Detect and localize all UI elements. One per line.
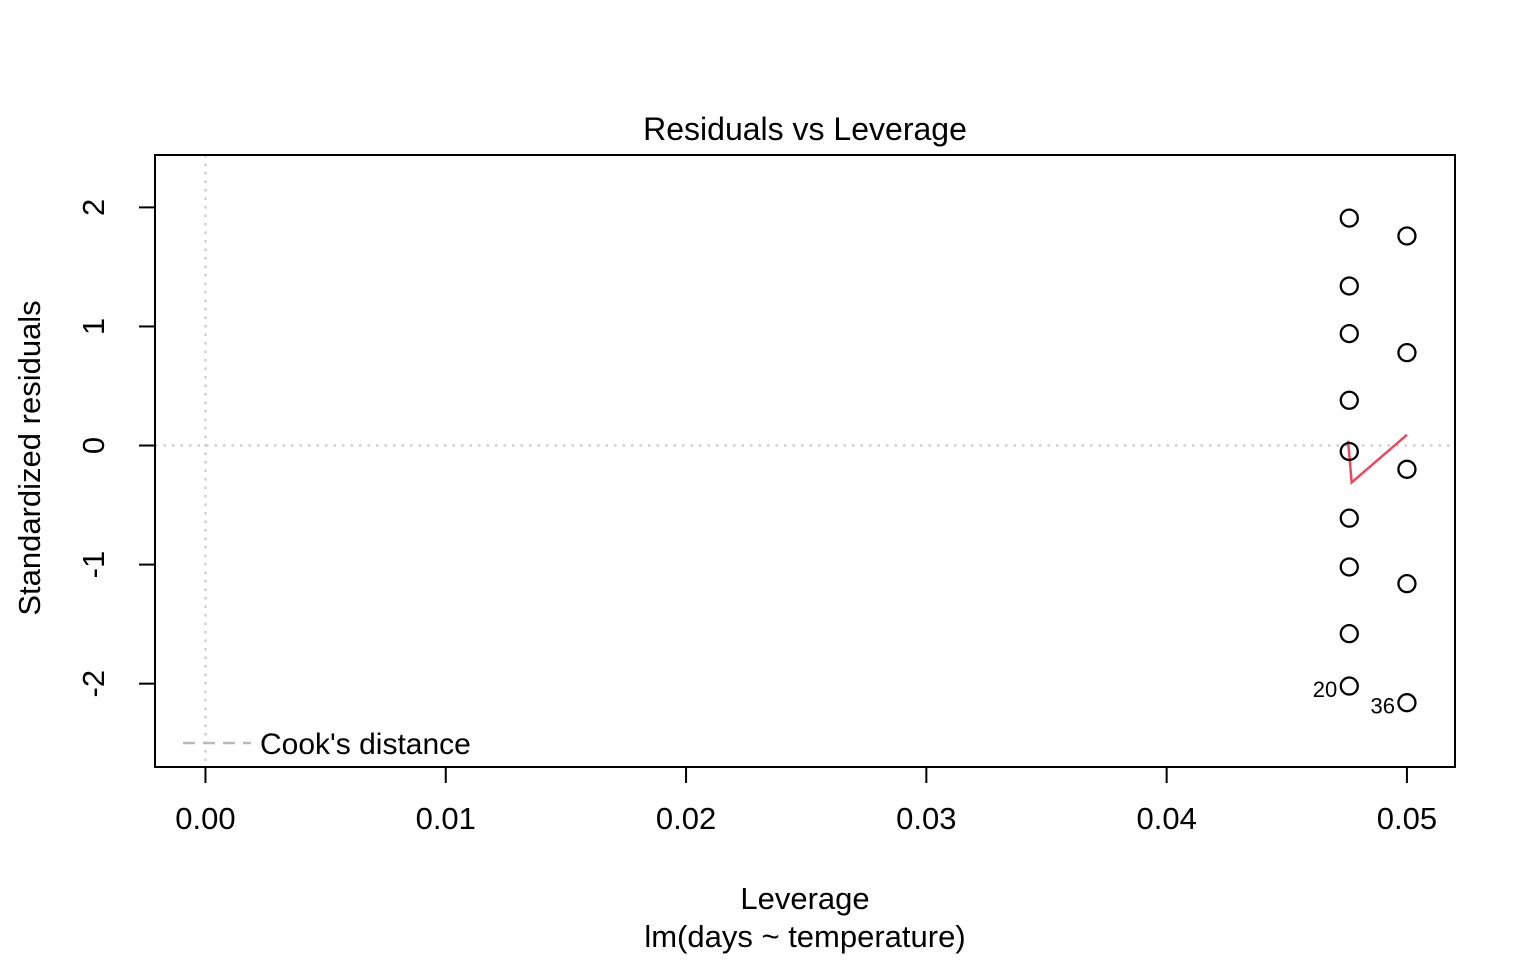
data-point bbox=[1339, 276, 1359, 296]
data-point bbox=[1397, 693, 1417, 713]
smoother-line bbox=[1346, 433, 1408, 485]
data-point bbox=[1339, 390, 1359, 410]
data-point bbox=[1339, 623, 1359, 644]
y-axis-tick-label: -2 bbox=[76, 670, 111, 698]
x-axis-tick-label: 0.01 bbox=[416, 801, 476, 836]
x-axis-tick-label: 0.02 bbox=[656, 801, 716, 836]
chart-generated-layer: 0.00 0.01 0.02 0.03 0.04 0.05 -2 -1 0 1 2 20 36 bbox=[76, 154, 1456, 836]
data-point bbox=[1397, 459, 1417, 479]
y-axis-tick-label: 2 bbox=[76, 199, 111, 216]
point-label-36: 36 bbox=[1370, 694, 1394, 719]
cooks-distance-legend-label: Cook's distance bbox=[260, 728, 471, 761]
x-axis-label: Leverage bbox=[740, 881, 869, 916]
data-point bbox=[1339, 508, 1359, 528]
data-point bbox=[1397, 226, 1417, 246]
point-label-20: 20 bbox=[1313, 677, 1337, 702]
y-axis-tick-label: 1 bbox=[76, 318, 111, 335]
x-axis-sublabel: lm(days ~ temperature) bbox=[644, 919, 965, 954]
data-point bbox=[1397, 342, 1417, 363]
data-point bbox=[1339, 208, 1359, 228]
x-axis-tick-label: 0.00 bbox=[175, 801, 235, 836]
x-axis-tick-label: 0.04 bbox=[1136, 801, 1196, 836]
x-axis-tick-label: 0.05 bbox=[1377, 801, 1437, 836]
data-point bbox=[1339, 323, 1359, 344]
data-point bbox=[1339, 557, 1359, 577]
x-axis-tick-label: 0.03 bbox=[896, 801, 956, 836]
y-axis-label: Standardized residuals bbox=[12, 300, 47, 615]
y-axis-tick-label: -1 bbox=[76, 551, 111, 579]
plot-border bbox=[154, 154, 1456, 768]
data-point bbox=[1339, 676, 1359, 696]
data-point bbox=[1397, 573, 1417, 594]
y-axis-tick-label: 0 bbox=[76, 437, 111, 454]
chart-title: Residuals vs Leverage bbox=[643, 111, 967, 147]
data-point bbox=[1339, 441, 1359, 462]
